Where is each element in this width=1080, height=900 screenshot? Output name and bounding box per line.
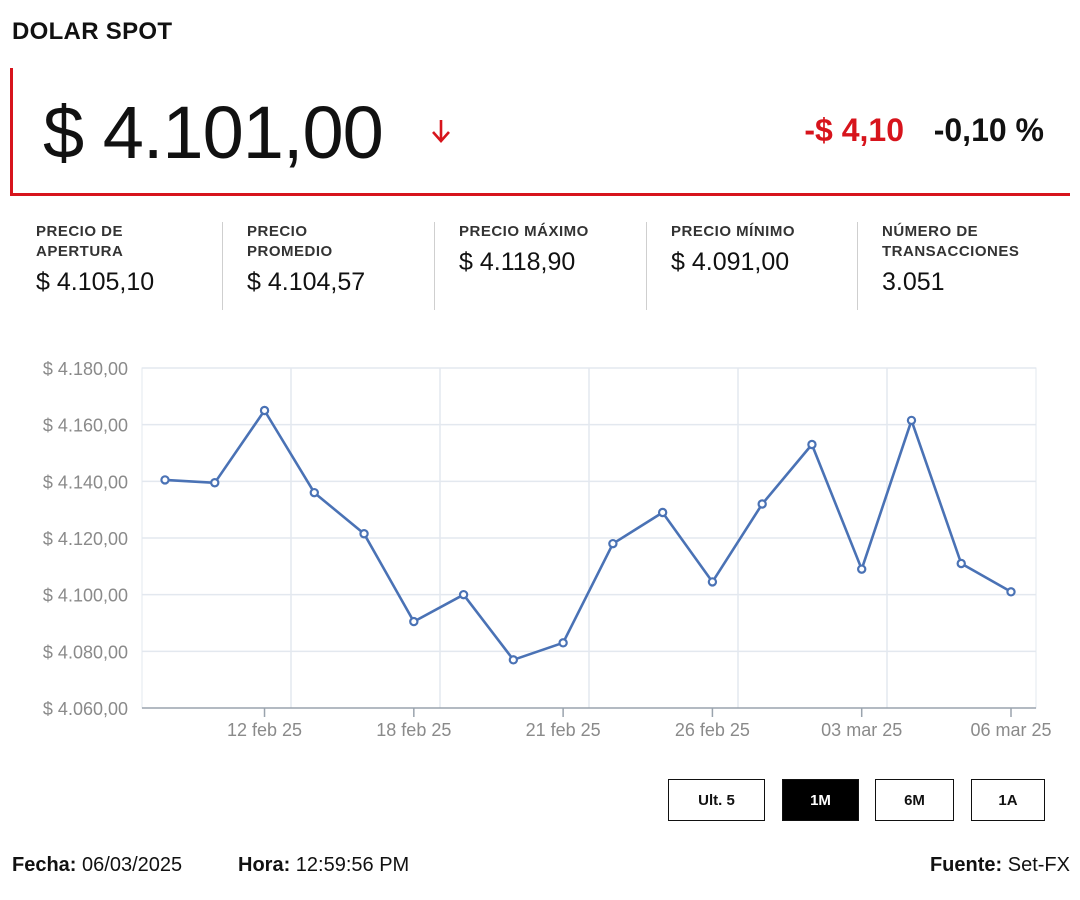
stat-value: $ 4.105,10 [36, 268, 155, 296]
y-tick-label: $ 4.140,00 [43, 472, 128, 492]
data-point [508, 655, 519, 665]
y-tick-label: $ 4.120,00 [43, 529, 128, 549]
stat-label: PRECIO MÁXIMO [459, 223, 589, 240]
y-tick-label: $ 4.060,00 [43, 699, 128, 719]
stat-label: NÚMERO DE TRANSACCIONES [882, 223, 1020, 260]
series-line [164, 409, 1012, 662]
x-tick-label: 03 mar 25 [821, 720, 902, 740]
data-point [259, 405, 270, 416]
y-tick-label: $ 4.100,00 [43, 586, 128, 606]
data-point [757, 499, 767, 509]
x-tick-label: 26 feb 25 [675, 720, 750, 740]
stat-value: 3.051 [882, 268, 945, 296]
stat-max-price: PRECIO MÁXIMO $ 4.118,90 [434, 222, 646, 310]
range-button-last5[interactable]: Ult. 5 [668, 779, 765, 821]
stat-average-price: PRECIO PROMEDIO $ 4.104,57 [222, 222, 434, 310]
price-change-percent: -0,10 % [933, 112, 1044, 148]
page-title: DOLAR SPOT [12, 18, 173, 45]
x-tick-label: 21 feb 25 [526, 720, 601, 740]
arrow-down-icon [432, 120, 450, 143]
data-point [657, 507, 668, 518]
data-point [160, 475, 170, 485]
data-point [409, 616, 419, 627]
stat-min-price: PRECIO MÍNIMO $ 4.091,00 [646, 222, 858, 310]
data-point [707, 577, 718, 587]
range-button-1a[interactable]: 1A [971, 779, 1045, 821]
current-price: $ 4.101,00 [43, 91, 384, 174]
range-button-6m[interactable]: 6M [875, 779, 954, 821]
stat-value: $ 4.091,00 [671, 248, 790, 276]
footer-time: Hora: 12:59:56 PM [238, 854, 410, 876]
data-point [210, 478, 220, 488]
x-tick-label: 06 mar 25 [970, 720, 1051, 740]
data-point [956, 558, 966, 569]
y-tick-label: $ 4.080,00 [43, 642, 128, 662]
quote-panel: $ 4.101,00 -$ 4,10 -0,10 % [10, 68, 1070, 196]
y-tick-label: $ 4.180,00 [43, 359, 128, 379]
data-point [458, 589, 469, 600]
data-point [807, 439, 817, 450]
range-selector: Ult. 5 1M 6M 1A [0, 779, 1080, 823]
stat-label: PRECIO MÍNIMO [671, 223, 796, 240]
stat-transactions: NÚMERO DE TRANSACCIONES 3.051 [857, 222, 1070, 310]
stat-value: $ 4.118,90 [459, 248, 576, 276]
stat-label: PRECIO PROMEDIO [247, 223, 333, 260]
data-point [359, 529, 369, 539]
range-button-1m[interactable]: 1M [782, 779, 859, 821]
price-change: -$ 4,10 [804, 112, 904, 148]
stats-row: PRECIO DE APERTURA $ 4.105,10 PRECIO PROME… [12, 222, 1070, 310]
data-point [857, 564, 867, 574]
price-line-chart: $ 4.060,00 $ 4.080,00 $ 4.100,00 $ 4.120,00… [43, 359, 1052, 740]
data-point [309, 487, 319, 498]
data-point [1006, 587, 1016, 597]
data-point [608, 538, 618, 549]
y-tick-label: $ 4.160,00 [43, 416, 128, 436]
stat-label: PRECIO DE APERTURA [36, 223, 124, 260]
stat-opening-price: PRECIO DE APERTURA $ 4.105,10 [12, 222, 224, 310]
x-tick-label: 18 feb 25 [376, 720, 451, 740]
footer-date: Fecha: 06/03/2025 [12, 854, 183, 876]
data-point [906, 415, 917, 426]
stat-value: $ 4.104,57 [247, 268, 366, 296]
footer-source: Fuente: Set-FX [929, 854, 1070, 876]
x-tick-label: 12 feb 25 [227, 720, 302, 740]
data-point [558, 638, 568, 648]
